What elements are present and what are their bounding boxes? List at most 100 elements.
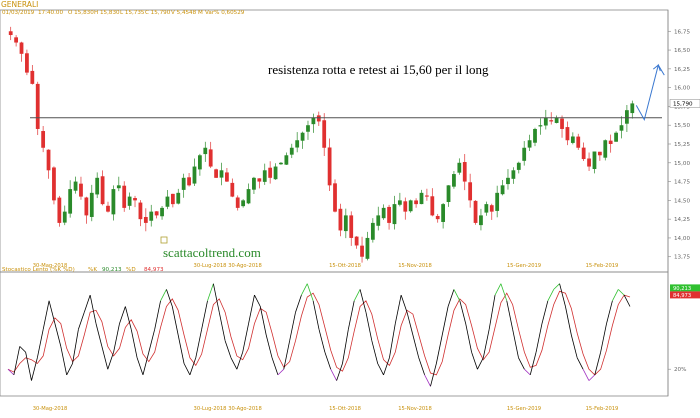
candle-body <box>73 181 78 191</box>
stoch-k-segment <box>283 340 291 370</box>
candle-body <box>484 204 489 213</box>
stoch-k-segment <box>512 329 519 358</box>
stoch-k-segment <box>124 306 132 330</box>
candle-body <box>273 166 278 180</box>
stoch-k-segment <box>371 340 379 364</box>
stoch-k-segment <box>113 323 120 353</box>
stoch-k-segment <box>565 306 572 336</box>
y-tick-label: 15,50 <box>674 123 690 129</box>
candle-body <box>311 117 316 125</box>
y-tick-label: 13,75 <box>674 255 690 261</box>
headline-annotation: resistenza rotta e retest ai 15,60 per i… <box>268 62 489 77</box>
candle-body <box>84 197 89 216</box>
stoch-k-segment <box>342 329 349 364</box>
stoch-k-segment <box>553 283 560 290</box>
stoch-k-segment <box>535 323 543 353</box>
candle-body <box>25 53 29 73</box>
x-tick-label: 30-Lug-2018 <box>194 406 227 412</box>
stoch-k-segment <box>36 329 44 358</box>
stoch-k-segment <box>447 289 455 307</box>
candle-body <box>138 202 143 220</box>
candle-body <box>376 215 381 226</box>
stoch-k-segment <box>230 357 238 370</box>
y-tick-label: 16,25 <box>674 67 690 73</box>
projection-arrow <box>635 63 665 122</box>
stoch-k-segment <box>259 306 267 336</box>
stoch-k-name: %K <box>88 267 97 273</box>
stoch-k-segment <box>89 295 97 324</box>
candle-body <box>219 170 224 178</box>
candle-body <box>619 125 624 131</box>
stoch-k-segment <box>324 351 332 370</box>
stoch-k-segment <box>312 300 320 330</box>
stoch-k-segment <box>482 329 490 358</box>
quote-bar: 01/03/2019 17:40.00 O 15,830 H 15,830 L … <box>2 10 245 16</box>
stoch-k-segment <box>19 346 26 353</box>
stoch-k-segment <box>600 323 607 353</box>
candle-body <box>397 200 402 205</box>
x-tick-label: 15-Ott-2018 <box>329 263 361 269</box>
stoch-k-segment <box>471 351 478 370</box>
y-tick-label: 14,25 <box>674 217 690 223</box>
candle-body <box>349 215 354 238</box>
stoch-k-segment <box>13 346 21 375</box>
candle-body <box>500 185 505 195</box>
stoch-k-segment <box>265 334 273 358</box>
candle-body <box>154 211 159 216</box>
candle-body <box>143 216 148 223</box>
candle-body <box>316 115 321 122</box>
stoch-k-segment <box>377 363 384 376</box>
stoch-k-segment <box>424 374 431 387</box>
x-tick-label: 15-Gen-2019 <box>507 263 541 269</box>
candle-body <box>46 149 51 171</box>
y-tick-label: 16,75 <box>674 29 690 35</box>
candle-body <box>116 185 121 189</box>
candle-body <box>225 172 229 182</box>
last-price-label: 15,790 <box>673 102 693 108</box>
stoch-k-segment <box>295 294 302 313</box>
candle-body <box>441 204 446 222</box>
stoch-k-segment <box>160 289 167 301</box>
stoch-k-segment <box>418 357 426 376</box>
y-tick-label: 14,50 <box>674 198 690 204</box>
candle-body <box>489 205 494 212</box>
stoch-k-segment <box>435 334 443 364</box>
candle-body <box>203 147 208 155</box>
candle-body <box>565 127 570 141</box>
candle-body <box>241 200 246 207</box>
projection-arrow-head <box>652 64 661 72</box>
stoch-panel-frame <box>0 271 669 397</box>
candle-body <box>284 155 289 165</box>
y-tick-label: 15,00 <box>674 161 690 167</box>
stoch-y-tick-label: 20% <box>674 367 686 373</box>
quote-high: H 15,830 <box>94 10 120 16</box>
stoch-k-segment <box>529 352 537 375</box>
y-tick-label: 16,50 <box>674 48 690 54</box>
stochastic-series: 20% <box>7 283 686 387</box>
stoch-k-segment <box>506 300 514 330</box>
x-tick-label: 30-Lug-2018 <box>194 263 227 269</box>
stoch-header: Stocastico Lento (%K %D) %K 90,213 %D 84… <box>2 267 164 273</box>
candle-body <box>197 155 202 170</box>
stoch-k-segment <box>236 351 244 370</box>
stoch-k-segment <box>7 368 15 376</box>
candle-body <box>176 192 181 204</box>
stoch-k-segment <box>301 283 308 296</box>
x-tick-label: 15-Gen-2019 <box>507 406 541 412</box>
stoch-k-segment <box>541 300 549 324</box>
candle-body <box>608 140 613 144</box>
stoch-k-segment <box>365 312 373 341</box>
watermark-text: scattacoltrend.com <box>163 245 261 260</box>
candle-body <box>8 31 13 36</box>
quote-close: C 15,790 <box>145 10 171 16</box>
stoch-k-segment <box>148 329 156 353</box>
candle-body <box>625 110 629 124</box>
stoch-k-segment <box>42 300 50 330</box>
candle-body <box>192 166 197 184</box>
stoch-k-segment <box>394 295 402 324</box>
candle-body <box>89 192 94 217</box>
candle-body <box>111 189 116 215</box>
candle-body <box>360 245 364 257</box>
candle-body <box>570 136 575 143</box>
stoch-d-line <box>7 290 631 376</box>
